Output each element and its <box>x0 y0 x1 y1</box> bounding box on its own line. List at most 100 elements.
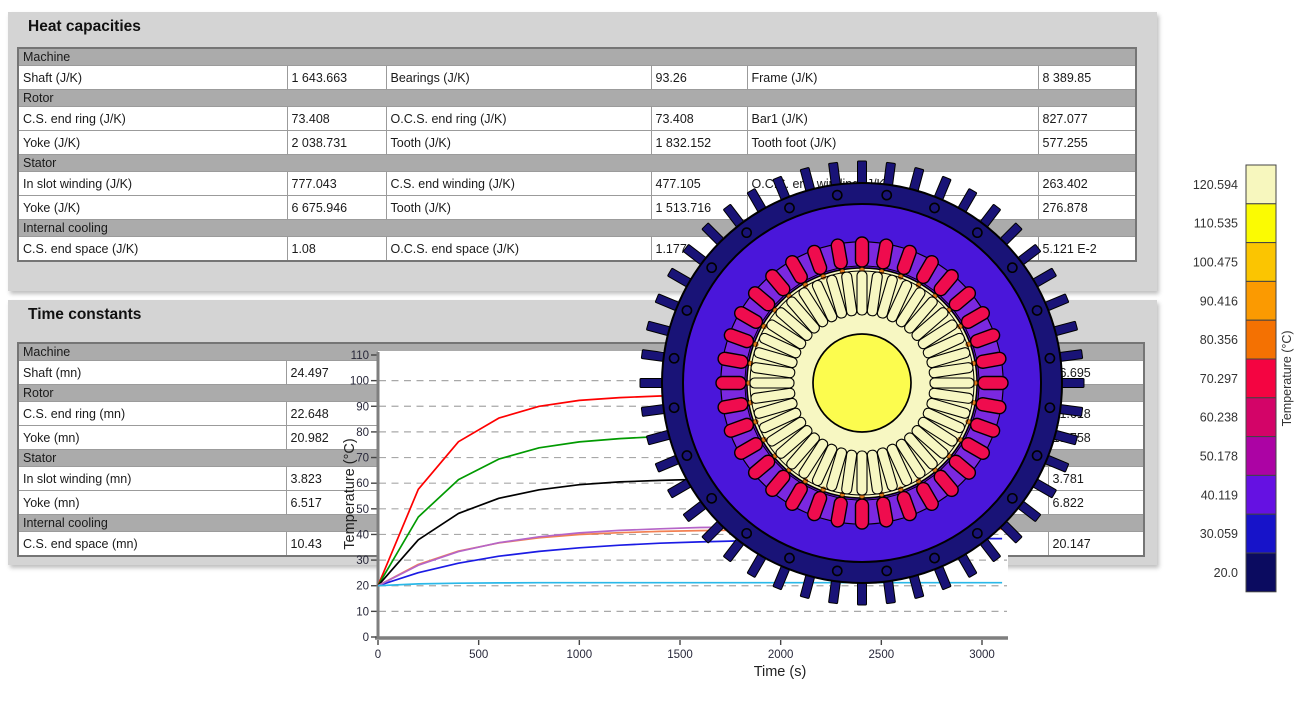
y-tick-label: 110 <box>351 350 369 362</box>
motor-bolt-hole <box>668 352 680 364</box>
motor-rotor-bar <box>929 377 975 389</box>
colorbar-label: 40.119 <box>1201 488 1238 502</box>
x-tick-label: 0 <box>375 649 381 661</box>
cell-label: Shaft (mn) <box>17 360 287 385</box>
cell-label: Bar1 (J/K) <box>746 106 1039 131</box>
motor-slot-winding <box>960 437 991 460</box>
motor-bolt-hole <box>881 189 893 201</box>
cell-value: 263.402 <box>1037 171 1137 196</box>
motor-rotor-bar <box>841 449 858 495</box>
motor-rotor-bar <box>876 274 898 319</box>
motor-rotor-bar <box>926 347 971 369</box>
motor-rotor-bar <box>749 377 795 389</box>
motor-bolt-hole <box>706 492 718 504</box>
motor-rotor-bar <box>826 274 848 319</box>
motor-rotor-bar <box>811 443 838 487</box>
motor-rotor-bar <box>775 307 813 341</box>
motor-bolt-hole <box>784 552 795 564</box>
cell-label: C.S. end space (mn) <box>17 531 287 557</box>
cell-label: Frame (J/K) <box>746 65 1039 90</box>
motor-rotor-bar <box>904 432 938 470</box>
motor-slot-winding <box>896 490 917 522</box>
motor-slot-winding <box>830 238 848 270</box>
cell-label: O.C.S. end space (J/K) <box>385 236 652 262</box>
colorbar-segment <box>1245 358 1277 399</box>
heat-capacities-title: Heat capacities <box>28 18 141 35</box>
table-row: C.S. end ring (J/K) 73.408 O.C.S. end ring… <box>17 106 1137 131</box>
motor-slot-winding <box>854 236 870 268</box>
cell-value: 6.822 <box>1047 490 1145 515</box>
colorbar-label: 30.059 <box>1200 527 1238 541</box>
colorbar-segment <box>1245 280 1277 321</box>
cell-value: 73.408 <box>286 106 387 131</box>
y-tick-label: 30 <box>356 555 369 567</box>
x-axis-title: Time (s) <box>754 664 807 680</box>
colorbar-label: 110.535 <box>1194 217 1238 231</box>
motor-slot-winding <box>765 469 791 498</box>
motor-slot-winding <box>747 454 776 480</box>
colorbar-segment <box>1245 552 1277 593</box>
time-constants-title: Time constants <box>28 306 142 323</box>
motor-rotor-bar <box>766 416 807 447</box>
motor-rotor-bar <box>753 347 798 369</box>
motor-bolt-hole <box>831 189 843 201</box>
colorbar-segment <box>1245 436 1277 476</box>
motor-rotor-bar <box>753 397 798 419</box>
colorbar-label: 70.297 <box>1200 372 1238 386</box>
motor-rotor-bar <box>866 271 883 317</box>
x-tick-label: 500 <box>469 649 488 661</box>
motor-slot-winding <box>723 328 755 349</box>
cell-value: 1 832.152 <box>650 130 748 155</box>
motor-rotor-bar <box>886 443 913 487</box>
motor-slot-winding <box>948 286 977 312</box>
section-row: Machine <box>17 47 1137 66</box>
cell-label: Yoke (mn) <box>17 425 287 450</box>
motor-slot-winding <box>785 254 808 285</box>
cell-label: Yoke (J/K) <box>17 195 288 220</box>
colorbar-label: 80.356 <box>1200 333 1238 347</box>
cell-value: 93.26 <box>650 65 748 90</box>
motor-rotor-bar <box>886 279 913 323</box>
motor-rotor-bar <box>917 319 958 350</box>
cell-value: 8 389.85 <box>1037 65 1137 90</box>
motor-bolt-hole <box>1031 305 1043 316</box>
cell-label: C.S. end ring (mn) <box>17 401 287 426</box>
motor-rotor-bar <box>826 447 848 492</box>
motor-rotor-bar <box>904 296 938 334</box>
motor-slot-winding <box>916 481 939 512</box>
motor-rotor-bar <box>758 407 802 434</box>
motor-bolt-hole <box>971 227 983 239</box>
motor-slot-winding <box>876 238 894 270</box>
colorbar-label: 20.0 <box>1214 566 1238 580</box>
cell-label: Yoke (J/K) <box>17 130 288 155</box>
cell-label: Yoke (mn) <box>17 490 287 515</box>
motor-rotor-bar <box>866 449 883 495</box>
colorbar-label: 120.594 <box>1193 178 1238 192</box>
motor-rotor-bar <box>928 362 974 379</box>
motor-slot-winding <box>969 417 1001 438</box>
motor-rotor-bar <box>775 425 813 459</box>
motor-rotor-bar <box>798 287 829 328</box>
colorbar-title: Temperature (°C) <box>1280 330 1294 426</box>
motor-rotor-bar <box>922 332 966 359</box>
y-tick-label: 90 <box>356 401 369 413</box>
motor-rotor-bar <box>911 307 949 341</box>
cell-value: 5.121 E-2 <box>1037 236 1137 262</box>
motor-bolt-hole <box>1044 352 1056 364</box>
motor-bolt-hole <box>741 227 753 239</box>
cell-value: 276.878 <box>1037 195 1137 220</box>
cell-value: 2 038.731 <box>286 130 387 155</box>
motor-rotor-bar <box>917 416 958 447</box>
cell-label: Tooth (J/K) <box>385 195 652 220</box>
colorbar-label: 50.178 <box>1200 450 1238 464</box>
motor-slot-winding <box>977 375 1009 391</box>
motor-rotor-bar <box>928 387 974 404</box>
motor-bolt-hole <box>681 305 693 316</box>
motor-bolt-hole <box>929 552 940 564</box>
motor-bolt-hole <box>784 202 795 214</box>
motor-slot-winding <box>733 306 764 329</box>
motor-slot-winding <box>807 244 828 276</box>
